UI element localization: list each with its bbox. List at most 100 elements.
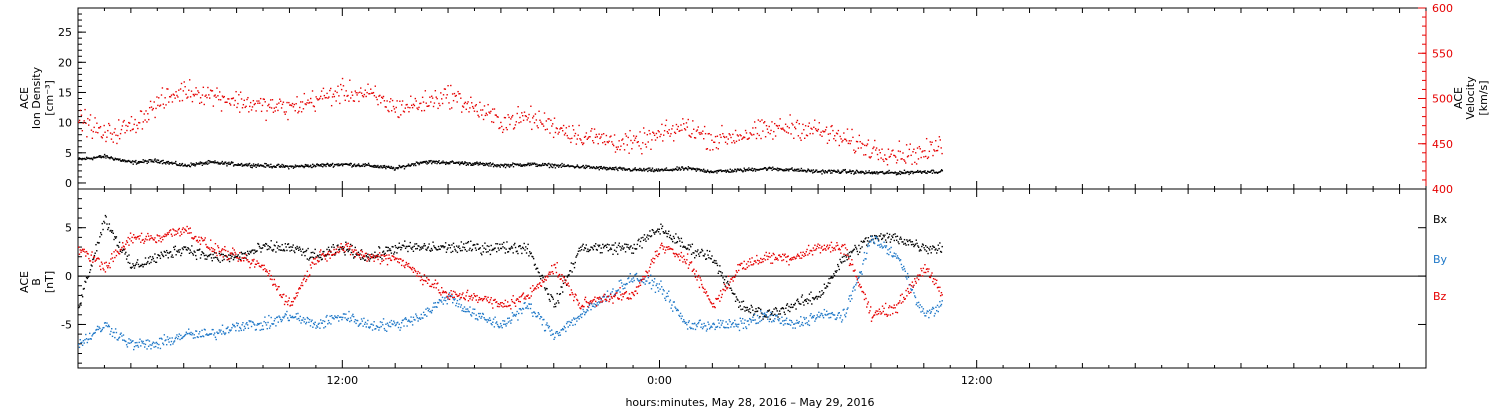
bx-point bbox=[887, 237, 889, 239]
bx-point bbox=[914, 244, 916, 247]
by-point bbox=[910, 289, 913, 291]
velocity-point bbox=[219, 91, 221, 93]
by-point bbox=[493, 326, 496, 328]
by-point bbox=[179, 338, 181, 341]
density-point bbox=[186, 165, 188, 168]
bz-point bbox=[203, 239, 206, 241]
density-point bbox=[621, 169, 624, 171]
by-point bbox=[641, 281, 643, 283]
density-point bbox=[434, 162, 436, 164]
bx-point bbox=[609, 248, 611, 251]
by-point bbox=[173, 340, 176, 342]
bx-point bbox=[322, 251, 324, 253]
velocity-point bbox=[201, 94, 204, 96]
by-point bbox=[122, 339, 124, 341]
by-point bbox=[122, 334, 125, 336]
by-point bbox=[700, 326, 702, 328]
by-point bbox=[708, 323, 710, 326]
by-point bbox=[529, 303, 531, 305]
bx-point bbox=[682, 246, 684, 248]
bx-point bbox=[367, 256, 370, 258]
by-point bbox=[275, 325, 277, 327]
density-point bbox=[560, 164, 562, 166]
bx-point bbox=[483, 247, 485, 249]
velocity-point bbox=[460, 97, 462, 99]
bx-point bbox=[789, 310, 791, 313]
by-point bbox=[283, 316, 285, 319]
density-point bbox=[552, 166, 554, 169]
velocity-point bbox=[807, 125, 810, 128]
density-point bbox=[706, 170, 708, 172]
by-point bbox=[99, 327, 101, 330]
bz-point bbox=[197, 241, 199, 243]
by-point bbox=[815, 317, 818, 319]
bx-point bbox=[539, 275, 541, 278]
bx-point bbox=[766, 316, 768, 318]
bx-point bbox=[356, 254, 358, 256]
by-point bbox=[639, 280, 641, 282]
by-point bbox=[191, 334, 193, 336]
velocity-point bbox=[303, 92, 306, 95]
density-point bbox=[541, 164, 543, 166]
velocity-point bbox=[836, 133, 839, 135]
bx-point bbox=[892, 236, 894, 239]
velocity-point bbox=[335, 100, 337, 102]
density-point bbox=[920, 171, 922, 174]
velocity-point bbox=[275, 106, 277, 108]
bx-point bbox=[797, 300, 800, 303]
velocity-point bbox=[368, 93, 370, 95]
density-point bbox=[901, 171, 904, 174]
bx-point bbox=[342, 245, 344, 248]
by-point bbox=[631, 281, 634, 283]
bx-point bbox=[789, 306, 792, 309]
density-point bbox=[323, 164, 325, 167]
by-point bbox=[845, 312, 848, 314]
bx-point bbox=[227, 258, 229, 261]
velocity-point bbox=[277, 109, 279, 112]
bx-point bbox=[158, 254, 160, 257]
bx-point bbox=[121, 251, 123, 253]
bx-point bbox=[653, 233, 656, 235]
velocity-point bbox=[299, 106, 301, 109]
density-point bbox=[103, 156, 105, 159]
by-point bbox=[818, 316, 821, 318]
by-point bbox=[675, 309, 678, 312]
bx-point bbox=[212, 253, 214, 256]
bx-point bbox=[621, 245, 624, 247]
bx-point bbox=[536, 267, 539, 270]
bx-point bbox=[886, 232, 888, 235]
velocity-point bbox=[541, 123, 543, 125]
bx-point bbox=[505, 248, 507, 250]
by-point bbox=[868, 245, 870, 247]
by-point bbox=[129, 339, 132, 341]
density-point bbox=[517, 163, 519, 166]
by-point bbox=[537, 311, 540, 314]
density-point bbox=[687, 166, 690, 168]
density-point bbox=[271, 167, 273, 169]
by-point bbox=[899, 259, 902, 261]
velocity-point bbox=[428, 105, 430, 107]
bx-point bbox=[385, 246, 387, 248]
by-point bbox=[906, 272, 909, 275]
velocity-point bbox=[234, 99, 236, 102]
by-point bbox=[575, 317, 577, 320]
by-point bbox=[243, 329, 245, 331]
density-point bbox=[331, 163, 333, 166]
by-point bbox=[376, 325, 378, 328]
velocity-point bbox=[279, 100, 282, 102]
velocity-point bbox=[269, 99, 272, 101]
velocity-point bbox=[883, 160, 885, 163]
density-point bbox=[591, 167, 594, 169]
bx-point bbox=[499, 247, 502, 250]
bx-point bbox=[155, 261, 158, 264]
velocity-point bbox=[400, 114, 402, 116]
density-point bbox=[99, 155, 102, 157]
bx-point bbox=[741, 301, 743, 303]
by-point bbox=[367, 326, 370, 328]
density-point bbox=[702, 168, 705, 170]
density-point bbox=[472, 164, 475, 166]
density-point bbox=[772, 166, 774, 168]
velocity-point bbox=[696, 129, 699, 131]
bx-point bbox=[794, 302, 796, 305]
